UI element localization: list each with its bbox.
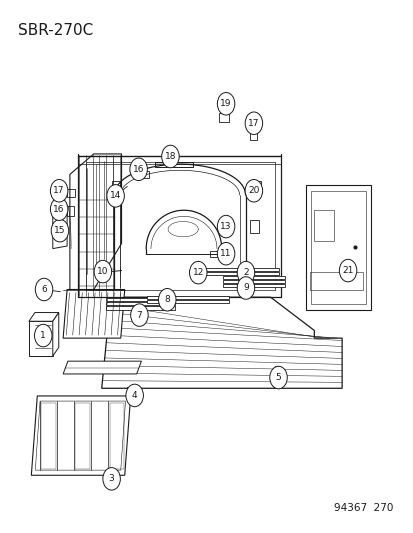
Polygon shape	[31, 396, 131, 475]
Polygon shape	[222, 276, 284, 279]
Polygon shape	[102, 297, 341, 388]
Text: 18: 18	[164, 152, 176, 161]
Text: 10: 10	[97, 267, 108, 276]
Polygon shape	[147, 296, 228, 299]
Polygon shape	[53, 312, 59, 356]
Polygon shape	[29, 321, 53, 356]
Circle shape	[131, 304, 148, 326]
Polygon shape	[105, 298, 175, 301]
Text: 5: 5	[275, 373, 281, 382]
Text: 17: 17	[247, 119, 259, 128]
Polygon shape	[199, 272, 278, 274]
Polygon shape	[306, 184, 370, 310]
Text: 8: 8	[164, 295, 170, 304]
Circle shape	[244, 180, 262, 202]
Circle shape	[237, 277, 254, 299]
Polygon shape	[222, 284, 284, 287]
Polygon shape	[63, 361, 141, 374]
Text: 15: 15	[54, 226, 66, 235]
Circle shape	[50, 198, 68, 221]
Polygon shape	[222, 280, 284, 283]
Circle shape	[130, 158, 147, 181]
Polygon shape	[147, 300, 228, 303]
Text: 94367  270: 94367 270	[334, 503, 393, 513]
Text: 16: 16	[133, 165, 144, 174]
Text: SBR-270C: SBR-270C	[18, 23, 93, 38]
Polygon shape	[29, 312, 59, 321]
Circle shape	[94, 260, 112, 283]
Circle shape	[217, 215, 234, 238]
Polygon shape	[199, 268, 278, 271]
Circle shape	[217, 93, 234, 115]
Text: 19: 19	[220, 99, 231, 108]
Circle shape	[126, 384, 143, 407]
Circle shape	[50, 180, 68, 202]
Circle shape	[217, 243, 234, 265]
Circle shape	[158, 288, 176, 311]
Text: 4: 4	[131, 391, 137, 400]
Text: 12: 12	[192, 268, 204, 277]
Circle shape	[339, 260, 356, 282]
Circle shape	[269, 366, 287, 389]
Circle shape	[237, 261, 254, 284]
Circle shape	[244, 112, 262, 134]
Text: 16: 16	[53, 205, 65, 214]
Circle shape	[107, 184, 124, 207]
Text: 2: 2	[242, 268, 248, 277]
Circle shape	[34, 324, 52, 347]
Circle shape	[161, 145, 179, 168]
Polygon shape	[70, 154, 121, 289]
Polygon shape	[105, 306, 175, 310]
Text: 1: 1	[40, 331, 46, 340]
Circle shape	[35, 278, 53, 301]
Text: 11: 11	[220, 249, 231, 258]
Text: 7: 7	[136, 311, 142, 320]
Text: 20: 20	[248, 186, 259, 195]
Text: 6: 6	[41, 285, 47, 294]
Text: 14: 14	[109, 191, 121, 200]
Circle shape	[189, 261, 206, 284]
Text: 21: 21	[342, 266, 353, 275]
Polygon shape	[105, 302, 175, 305]
Circle shape	[102, 467, 120, 490]
Text: 9: 9	[242, 284, 248, 293]
Text: 3: 3	[109, 474, 114, 483]
Polygon shape	[63, 289, 124, 338]
Text: 13: 13	[220, 222, 231, 231]
Circle shape	[51, 220, 69, 242]
Text: 17: 17	[53, 186, 65, 195]
